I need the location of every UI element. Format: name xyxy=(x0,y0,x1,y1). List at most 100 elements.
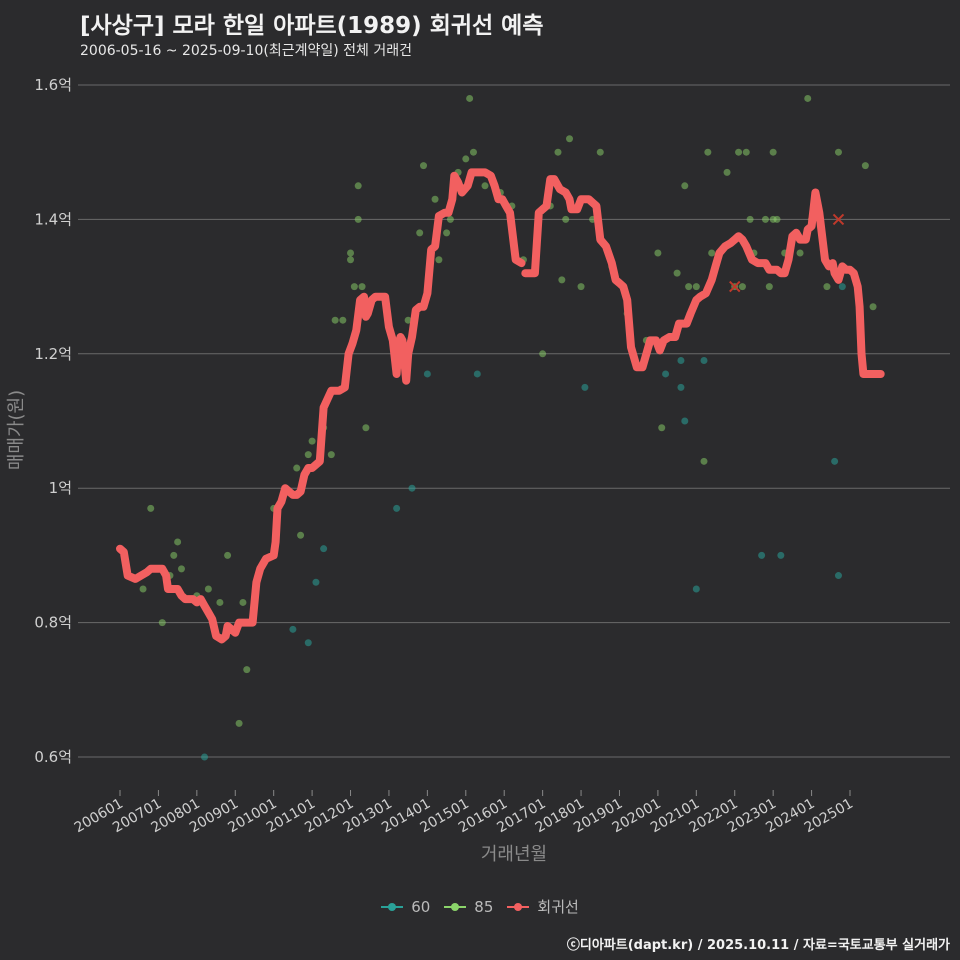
point-85 xyxy=(539,350,547,358)
point-60 xyxy=(681,417,689,425)
point-60 xyxy=(201,753,209,761)
point-85 xyxy=(834,148,842,156)
point-85 xyxy=(462,155,470,163)
point-85 xyxy=(350,283,358,291)
y-tick-label: 1.2억 xyxy=(34,345,72,363)
point-85 xyxy=(685,283,693,291)
legend-key-85 xyxy=(444,900,467,914)
point-85 xyxy=(347,256,355,264)
point-85 xyxy=(347,249,355,257)
point-85 xyxy=(735,148,743,156)
regression-line xyxy=(116,168,885,644)
point-60 xyxy=(700,357,708,365)
point-85 xyxy=(746,215,754,223)
legend-item-85[interactable]: 85 xyxy=(444,896,493,917)
point-85 xyxy=(362,424,370,432)
point-85 xyxy=(658,424,666,432)
series-85-points xyxy=(139,94,877,727)
point-60 xyxy=(304,639,312,647)
x-marker xyxy=(832,213,845,226)
point-85 xyxy=(558,276,566,284)
point-85 xyxy=(216,598,224,606)
point-60 xyxy=(473,370,481,378)
point-85 xyxy=(147,504,155,512)
point-85 xyxy=(339,316,347,324)
point-60 xyxy=(408,484,416,492)
point-60 xyxy=(581,383,589,391)
point-85 xyxy=(596,148,604,156)
point-85 xyxy=(723,168,731,176)
series-60-points xyxy=(201,283,846,761)
point-60 xyxy=(692,585,700,593)
point-85 xyxy=(446,215,454,223)
point-85 xyxy=(469,148,477,156)
point-85 xyxy=(435,256,443,264)
point-85 xyxy=(466,94,474,102)
point-85 xyxy=(304,451,312,459)
point-85 xyxy=(708,249,716,257)
point-85 xyxy=(654,249,662,257)
point-60 xyxy=(320,545,328,553)
point-85 xyxy=(700,457,708,465)
y-tick-label: 0.6억 xyxy=(34,748,72,766)
point-60 xyxy=(758,551,766,559)
point-85 xyxy=(704,148,712,156)
point-85 xyxy=(293,464,301,472)
legend-item-60[interactable]: 60 xyxy=(381,896,430,917)
point-60 xyxy=(777,551,785,559)
point-85 xyxy=(331,316,339,324)
point-85 xyxy=(773,215,781,223)
point-85 xyxy=(139,585,147,593)
point-85 xyxy=(738,283,746,291)
y-tick-label: 1.4억 xyxy=(34,210,72,228)
point-85 xyxy=(358,283,366,291)
point-85 xyxy=(327,451,335,459)
chart-subtitle: 2006-05-16 ~ 2025-09-10(최근계약일) 전체 거래건 xyxy=(80,43,412,59)
point-85 xyxy=(354,182,362,190)
x-axis-label: 거래년월 xyxy=(481,844,547,865)
point-85 xyxy=(308,437,316,445)
point-85 xyxy=(224,551,232,559)
regression-line-group xyxy=(116,168,885,644)
point-85 xyxy=(796,249,804,257)
point-60 xyxy=(423,370,431,378)
point-85 xyxy=(769,148,777,156)
point-85 xyxy=(481,182,489,190)
point-85 xyxy=(420,162,428,170)
y-tick-label: 0.8억 xyxy=(34,614,72,632)
point-85 xyxy=(566,135,574,143)
point-60 xyxy=(838,283,846,291)
point-85 xyxy=(869,303,877,311)
point-85 xyxy=(235,719,243,727)
point-85 xyxy=(577,283,585,291)
point-85 xyxy=(692,283,700,291)
point-60 xyxy=(677,383,685,391)
point-85 xyxy=(204,585,212,593)
y-tick-label: 1억 xyxy=(49,479,72,497)
point-85 xyxy=(177,565,185,573)
point-85 xyxy=(243,666,251,674)
point-85 xyxy=(761,215,769,223)
point-85 xyxy=(443,229,451,237)
legend-key-regression xyxy=(507,900,530,914)
legend-key-60 xyxy=(381,900,404,914)
point-85 xyxy=(804,94,812,102)
point-85 xyxy=(297,531,305,539)
point-85 xyxy=(416,229,424,237)
chart-title: [사상구] 모라 한일 아파트(1989) 회귀선 예측 xyxy=(80,13,544,39)
point-85 xyxy=(823,283,831,291)
point-85 xyxy=(554,148,562,156)
point-60 xyxy=(834,572,842,580)
point-85 xyxy=(681,182,689,190)
point-85 xyxy=(431,195,439,203)
point-85 xyxy=(239,598,247,606)
point-85 xyxy=(673,269,681,277)
legend-label-60: 60 xyxy=(411,897,431,916)
legend-label-regression: 회귀선 xyxy=(537,898,579,916)
legend-item-regression[interactable]: 회귀선 xyxy=(507,896,579,917)
legend-label-85: 85 xyxy=(474,897,494,916)
point-85 xyxy=(158,619,166,627)
point-85 xyxy=(174,538,182,546)
y-axis-label: 매매가(원) xyxy=(6,390,27,470)
point-60 xyxy=(831,457,839,465)
